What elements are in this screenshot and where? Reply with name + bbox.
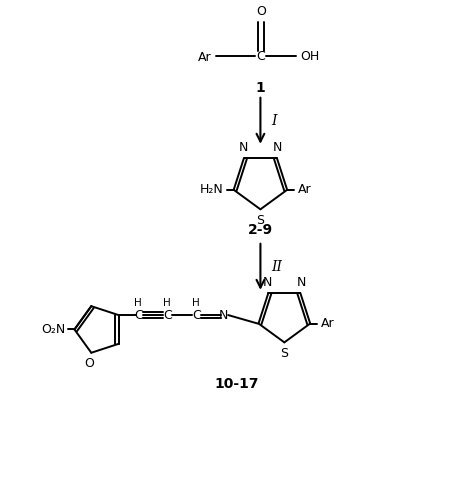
Text: S: S	[280, 347, 288, 360]
Text: H₂N: H₂N	[200, 183, 223, 196]
Text: C: C	[256, 50, 265, 63]
Text: O: O	[84, 356, 94, 369]
Text: II: II	[271, 260, 282, 274]
Text: Ar: Ar	[198, 51, 211, 64]
Text: Ar: Ar	[320, 317, 334, 330]
Text: H: H	[134, 298, 142, 308]
Text: 1: 1	[255, 81, 265, 95]
Text: Ar: Ar	[298, 183, 311, 196]
Text: N: N	[219, 309, 228, 322]
Text: O: O	[256, 4, 266, 17]
Text: 10-17: 10-17	[215, 377, 259, 391]
Text: C: C	[134, 309, 143, 322]
Text: S: S	[256, 214, 264, 227]
Text: OH: OH	[300, 50, 319, 63]
Text: N: N	[273, 141, 283, 154]
Text: H: H	[164, 298, 171, 308]
Text: H: H	[192, 298, 200, 308]
Text: I: I	[271, 114, 276, 128]
Text: N: N	[263, 276, 272, 289]
Text: N: N	[238, 141, 247, 154]
Text: N: N	[297, 276, 306, 289]
Text: C: C	[163, 309, 172, 322]
Text: C: C	[192, 309, 201, 322]
Text: 2-9: 2-9	[248, 223, 273, 237]
Text: O₂N: O₂N	[41, 323, 65, 336]
